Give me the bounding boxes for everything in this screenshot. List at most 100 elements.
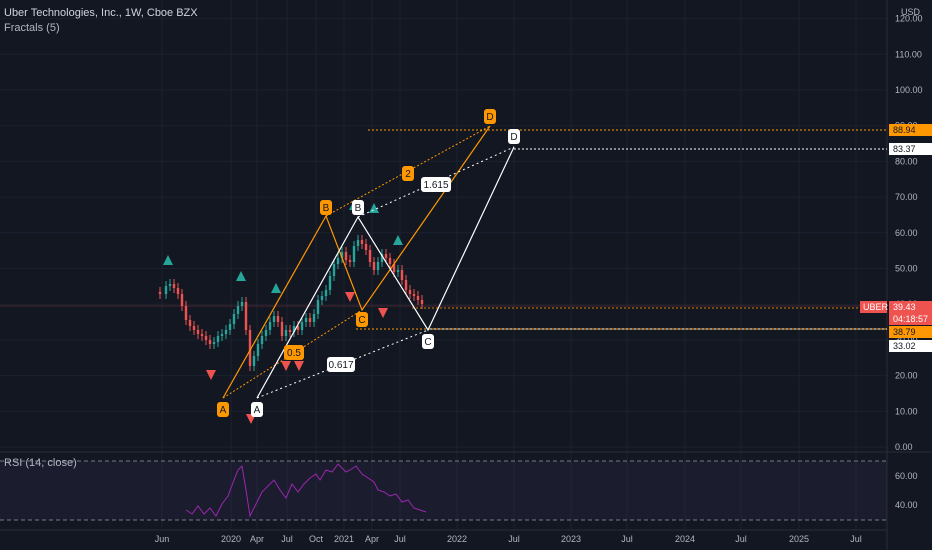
- pattern-white-legs: [257, 147, 514, 398]
- white-point-c-text: C: [424, 337, 431, 348]
- candle: [333, 264, 335, 276]
- fractal-down-icon: [281, 361, 291, 371]
- price-tick: 0.00: [895, 442, 913, 452]
- time-tick: Jul: [850, 534, 862, 544]
- candle: [313, 314, 315, 322]
- time-tick: Jul: [394, 534, 406, 544]
- candle: [369, 250, 371, 262]
- candle: [177, 288, 179, 294]
- price-tick: 20.00: [895, 371, 918, 381]
- white-point-d: D: [508, 129, 520, 144]
- orange-point-b: B: [320, 200, 332, 215]
- time-axis: Jun 2020 Apr Jul Oct 2021 Apr Jul 2022 Jul 2023 Jul…: [155, 534, 862, 544]
- candle: [337, 258, 339, 264]
- time-tick: Apr: [250, 534, 264, 544]
- candle: [309, 318, 311, 322]
- rsi-pane: [0, 461, 887, 520]
- pattern-orange-legs: [223, 126, 490, 398]
- rsi-tick-40: 40.00: [895, 500, 918, 510]
- candle: [253, 356, 255, 366]
- fractal-down-icon: [378, 308, 388, 318]
- time-tick: Jul: [735, 534, 747, 544]
- candle: [221, 334, 223, 336]
- candle: [185, 306, 187, 320]
- orange-point-d-text: D: [486, 112, 493, 123]
- candle: [217, 336, 219, 342]
- candle: [237, 306, 239, 314]
- candle: [273, 316, 275, 322]
- price-tick: 80.00: [895, 156, 918, 166]
- price-axis: 120.00110.00100.0090.0080.0070.0060.0050…: [895, 14, 923, 510]
- fractal-down-icon: [294, 361, 304, 371]
- white-point-c: C: [422, 334, 434, 349]
- orange-point-d: D: [484, 109, 496, 124]
- candle: [201, 334, 203, 336]
- candle: [229, 324, 231, 330]
- rsi-band: [0, 461, 887, 520]
- white-ratio-ac: 0.617: [327, 357, 355, 372]
- white-point-a: A: [251, 402, 263, 417]
- orange-point-c: C: [356, 312, 368, 327]
- candle: [353, 246, 355, 262]
- candle: [209, 340, 211, 344]
- candle: [289, 330, 291, 332]
- time-tick: Jul: [508, 534, 520, 544]
- price-tick: 110.00: [895, 49, 922, 59]
- candle: [225, 330, 227, 334]
- candle: [345, 252, 347, 260]
- price-tick: 70.00: [895, 192, 918, 202]
- candle: [233, 314, 235, 324]
- orange-point-a: A: [217, 402, 229, 417]
- fractal-down-icon: [345, 292, 355, 302]
- tag-last-price: 39.43: [889, 301, 932, 313]
- candle: [205, 336, 207, 340]
- pattern-orange: [223, 126, 887, 398]
- tag-c-white: 33.02: [889, 340, 932, 352]
- fractal-markers: [163, 200, 403, 424]
- candle: [173, 284, 175, 288]
- orange-point-c-text: C: [358, 315, 365, 326]
- price-tick: 10.00: [895, 406, 918, 416]
- fractal-up-icon: [393, 235, 403, 245]
- tag-symbol: UBER: [860, 301, 887, 313]
- orange-ratio-bd-text: 2: [405, 169, 411, 180]
- time-tick: 2023: [561, 534, 581, 544]
- candle: [349, 260, 351, 262]
- fractal-up-icon: [163, 255, 173, 265]
- white-ratio-ac-text: 0.617: [328, 360, 353, 371]
- candle: [181, 294, 183, 306]
- time-tick: Oct: [309, 534, 324, 544]
- candle: [365, 244, 367, 250]
- tag-countdown: 04:18:57: [889, 313, 932, 325]
- candle: [405, 280, 407, 290]
- time-tick: 2022: [447, 534, 467, 544]
- time-tick: Jun: [155, 534, 170, 544]
- candle: [165, 286, 167, 294]
- white-point-b-text: B: [355, 203, 362, 214]
- orange-point-b-text: B: [323, 203, 330, 214]
- candle: [417, 296, 419, 300]
- grid: [0, 0, 887, 530]
- time-tick: 2020: [221, 534, 241, 544]
- orange-point-a-text: A: [220, 405, 227, 416]
- tag-c-orange: 38.79: [889, 326, 932, 338]
- price-tick: 50.00: [895, 264, 918, 274]
- candle: [397, 270, 399, 272]
- candle: [409, 290, 411, 294]
- symbol-title[interactable]: Uber Technologies, Inc., 1W, Cboe BZX: [4, 7, 198, 19]
- white-ratio-bd: 1.615: [421, 177, 451, 192]
- candle: [265, 330, 267, 336]
- candle: [389, 258, 391, 264]
- tag-d-orange: 88.94: [889, 124, 932, 136]
- indicator-legend[interactable]: Fractals (5): [4, 22, 60, 34]
- candle: [377, 262, 379, 270]
- rsi-legend[interactable]: RSI (14, close): [4, 457, 77, 469]
- candle: [413, 294, 415, 296]
- candle: [401, 270, 403, 280]
- candle: [159, 292, 161, 294]
- time-tick: 2024: [675, 534, 695, 544]
- candle: [193, 326, 195, 330]
- time-tick: 2021: [334, 534, 354, 544]
- rsi-tick-60: 60.00: [895, 471, 918, 481]
